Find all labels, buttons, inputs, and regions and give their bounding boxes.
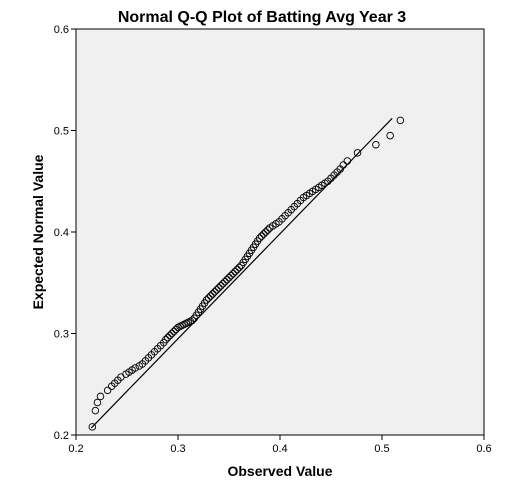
data-point [96, 392, 105, 401]
data-point [396, 116, 405, 125]
data-point [210, 288, 219, 296]
ticks-layer: 0.2 0.3 0.4 0.5 0.6 0.2 0.3 0.4 0.5 0.6 [54, 24, 492, 455]
data-point [233, 265, 241, 274]
data-point [255, 234, 264, 242]
data-point [93, 398, 102, 407]
data-point [223, 275, 231, 284]
data-point [217, 282, 225, 290]
x-tick-label: 0.5 [374, 443, 389, 455]
x-tick-label: 0.4 [272, 443, 287, 455]
data-point [261, 228, 270, 236]
data-point [353, 149, 362, 157]
data-point [386, 131, 394, 140]
data-point [229, 269, 237, 278]
y-tick-label: 0.5 [54, 126, 69, 138]
data-point [264, 226, 272, 234]
data-point [208, 290, 217, 298]
data-point [259, 230, 268, 238]
data-point [164, 333, 172, 342]
data-point [219, 280, 227, 288]
data-point [257, 232, 266, 240]
data-point [206, 292, 215, 300]
data-points-layer [88, 116, 405, 431]
y-tick-label: 0.3 [54, 329, 69, 341]
y-tick-label: 0.6 [54, 24, 69, 36]
data-point [231, 267, 239, 276]
data-point [168, 329, 176, 338]
x-tick-label: 0.3 [170, 443, 185, 455]
y-tick-label: 0.4 [54, 227, 69, 239]
data-point [91, 406, 100, 415]
chart-title: Normal Q-Q Plot of Batting Avg Year 3 [118, 9, 406, 26]
y-tick-label: 0.2 [54, 430, 69, 442]
data-point [225, 273, 233, 282]
data-point [227, 271, 235, 280]
y-axis-label: Expected Normal Value [30, 154, 46, 309]
plot-area [75, 28, 485, 436]
data-point [343, 157, 352, 165]
data-point [215, 284, 223, 292]
data-point [202, 296, 211, 304]
data-point [131, 364, 139, 372]
reference-line [90, 117, 393, 429]
data-point [339, 161, 347, 169]
data-point [162, 335, 170, 344]
data-point [188, 316, 197, 325]
data-point [235, 263, 243, 272]
data-point [213, 286, 221, 294]
data-point [166, 331, 174, 340]
x-tick-label: 0.6 [476, 443, 491, 455]
data-point [204, 294, 213, 302]
x-axis-label: Observed Value [227, 463, 332, 479]
data-point [103, 386, 112, 395]
data-point [170, 327, 178, 336]
x-tick-label: 0.2 [68, 443, 83, 455]
data-point [372, 140, 380, 149]
reference-line-layer [90, 117, 393, 429]
data-point [221, 277, 229, 286]
data-point [88, 423, 97, 431]
